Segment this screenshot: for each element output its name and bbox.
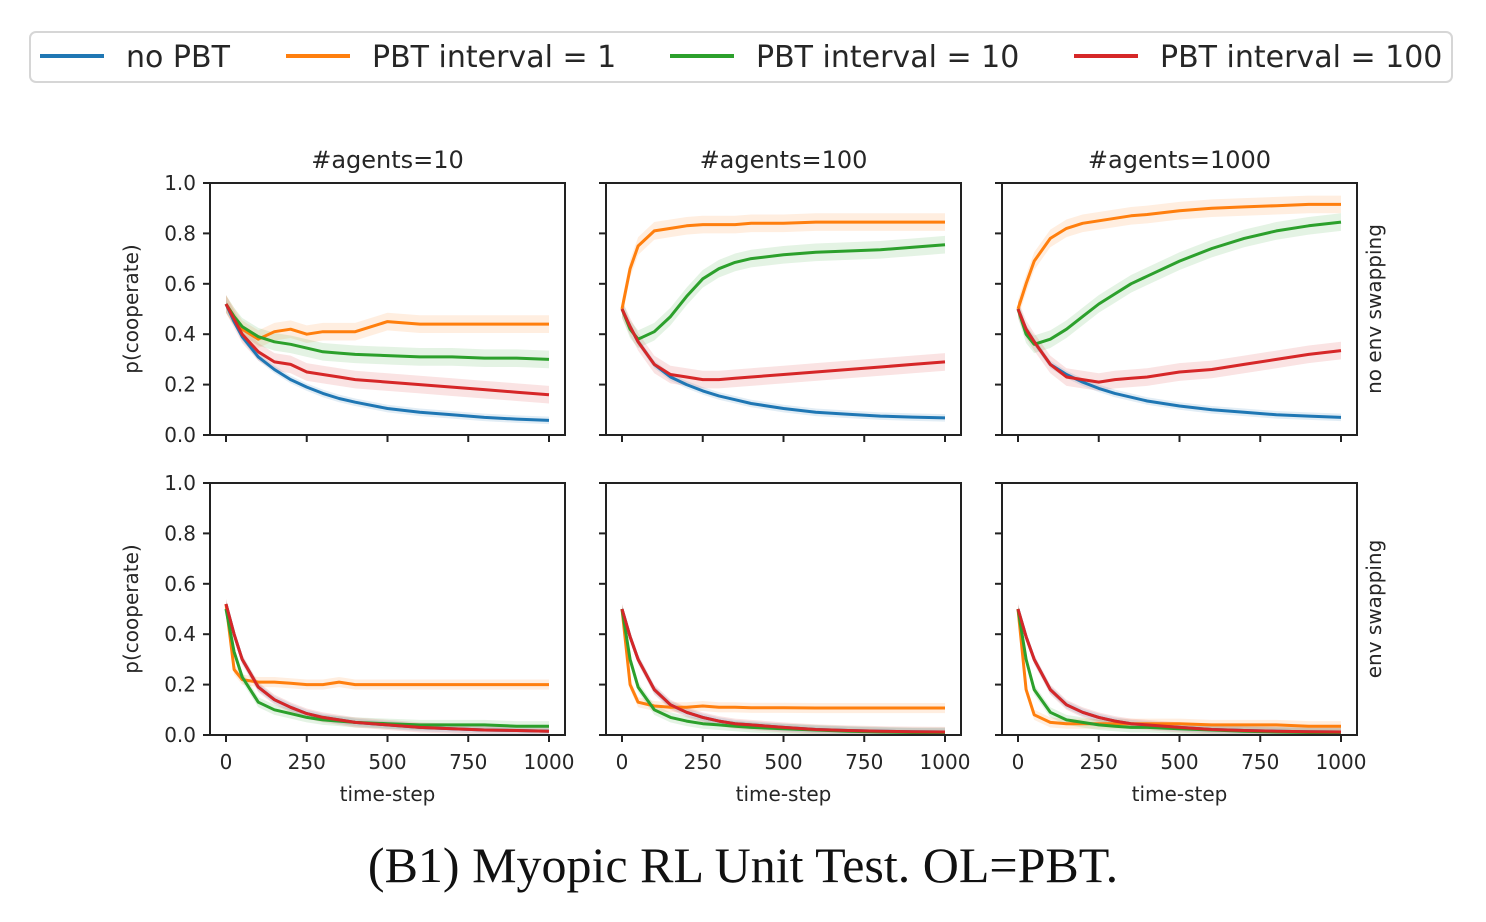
legend-label-2: PBT interval = 1 — [372, 40, 616, 75]
x-tick-label: 750 — [845, 750, 883, 774]
band-pbt-interval-1 — [1018, 603, 1341, 732]
band-pbt-interval-100 — [622, 300, 945, 389]
band-pbt-interval-10 — [226, 603, 549, 732]
series-line-pbt-interval-100 — [224, 303, 550, 397]
series-line-no-pbt — [224, 303, 550, 422]
column-title: #agents=100 — [700, 146, 868, 174]
row-label: no env swapping — [1362, 224, 1386, 394]
series-line-pbt-interval-1 — [1016, 202, 1341, 310]
series-line-no-pbt — [1016, 608, 1342, 734]
x-tick-label: 500 — [368, 750, 406, 774]
x-axis-label: time-step — [736, 782, 832, 806]
band-pbt-interval-1 — [622, 603, 945, 714]
x-tick-label: 750 — [1241, 750, 1279, 774]
band-no-pbt — [622, 305, 945, 422]
figure-caption: (B1) Myopic RL Unit Test. OL=PBT. — [367, 837, 1119, 893]
series-line-pbt-interval-100 — [620, 308, 946, 382]
series-line-pbt-interval-1 — [620, 220, 945, 310]
series-line-pbt-interval-10 — [1016, 220, 1342, 346]
band-pbt-interval-10 — [226, 295, 549, 369]
y-tick-label: 0.0 — [164, 723, 196, 747]
panel-r1-c2: #agents=100 — [599, 146, 962, 442]
band-pbt-interval-1 — [622, 213, 945, 318]
band-pbt-interval-10 — [622, 235, 945, 349]
panel-r1-c3: #agents=1000 no env swapping — [995, 146, 1386, 442]
subplot-grid: 0.0 0.2 0.4 0.6 0.8 1.0 p(cooperate) #agents=10… — [119, 146, 1386, 806]
band-pbt-interval-1 — [1018, 195, 1341, 318]
series-line-pbt-interval-1 — [620, 608, 945, 710]
y-tick-label: 0.4 — [164, 322, 196, 346]
panel-frame — [209, 482, 566, 736]
x-tick-label: 250 — [288, 750, 326, 774]
band-pbt-interval-100 — [226, 295, 549, 404]
panel-r2-c1: 0.0 0.2 0.4 0.6 0.8 1.0 0 250 500 750 1000 time-ste… — [119, 471, 574, 806]
x-tick-label: 500 — [764, 750, 802, 774]
series-line-pbt-interval-10 — [224, 303, 550, 361]
x-tick-label: 0 — [220, 750, 233, 774]
column-title: #agents=10 — [311, 146, 464, 174]
x-axis-label: time-step — [340, 782, 436, 806]
x-tick-label: 1000 — [1316, 750, 1367, 774]
legend: no PBT PBT interval = 1 PBT interval = 10 P… — [29, 31, 1453, 83]
series-line-pbt-interval-1 — [224, 603, 549, 687]
panel-r1-c1: 0.0 0.2 0.4 0.6 0.8 1.0 p(cooperate) #agents=10 — [119, 146, 566, 447]
y-tick-label: 0.6 — [164, 272, 196, 296]
legend-label-4: PBT interval = 100 — [1160, 40, 1442, 75]
y-tick-label: 0.0 — [164, 423, 196, 447]
x-tick-label: 750 — [449, 750, 487, 774]
series-line-pbt-interval-10 — [224, 608, 549, 728]
y-tick-label: 0.8 — [164, 521, 196, 545]
series-line-pbt-interval-1 — [224, 303, 549, 341]
band-pbt-interval-10 — [622, 603, 945, 735]
y-axis-label: p(cooperate) — [119, 244, 143, 373]
y-axis-label: p(cooperate) — [119, 544, 143, 673]
column-title: #agents=1000 — [1088, 146, 1271, 174]
band-pbt-interval-1 — [226, 598, 549, 690]
legend-label-3: PBT interval = 10 — [756, 40, 1019, 75]
x-axis-label: time-step — [1132, 782, 1228, 806]
band-pbt-interval-100 — [1018, 300, 1341, 391]
band-no-pbt — [1018, 305, 1341, 422]
series-line-pbt-interval-100 — [224, 603, 550, 733]
series-line-pbt-interval-10 — [1016, 608, 1341, 734]
panel-r2-c3: 0 250 500 750 1000 time-step env swapping — [995, 482, 1386, 806]
x-tick-label: 1000 — [524, 750, 575, 774]
x-tick-label: 1000 — [920, 750, 971, 774]
x-tick-label: 500 — [1160, 750, 1198, 774]
legend-label-1: no PBT — [126, 40, 231, 75]
legend-frame — [29, 31, 1453, 83]
x-tick-label: 250 — [1080, 750, 1118, 774]
series-line-pbt-interval-100 — [620, 608, 946, 734]
series-line-pbt-interval-100 — [1016, 608, 1342, 734]
y-tick-label: 1.0 — [164, 171, 196, 195]
y-tick-label: 0.2 — [164, 373, 196, 397]
y-tick-label: 0.8 — [164, 221, 196, 245]
y-tick-label: 0.2 — [164, 673, 196, 697]
y-tick-label: 1.0 — [164, 471, 196, 495]
row-label: env swapping — [1362, 540, 1386, 679]
panel-r2-c2: 0 250 500 750 1000 time-step — [599, 482, 971, 806]
band-pbt-interval-10 — [1018, 603, 1341, 735]
y-tick-label: 0.6 — [164, 572, 196, 596]
series-line-pbt-interval-10 — [620, 243, 946, 341]
x-tick-label: 0 — [616, 750, 629, 774]
x-tick-label: 250 — [684, 750, 722, 774]
y-tick-label: 0.4 — [164, 622, 196, 646]
x-tick-label: 0 — [1012, 750, 1025, 774]
series-line-pbt-interval-100 — [1016, 308, 1342, 384]
